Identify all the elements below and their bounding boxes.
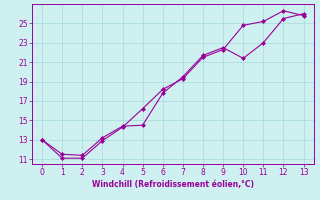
X-axis label: Windchill (Refroidissement éolien,°C): Windchill (Refroidissement éolien,°C) [92, 180, 254, 189]
